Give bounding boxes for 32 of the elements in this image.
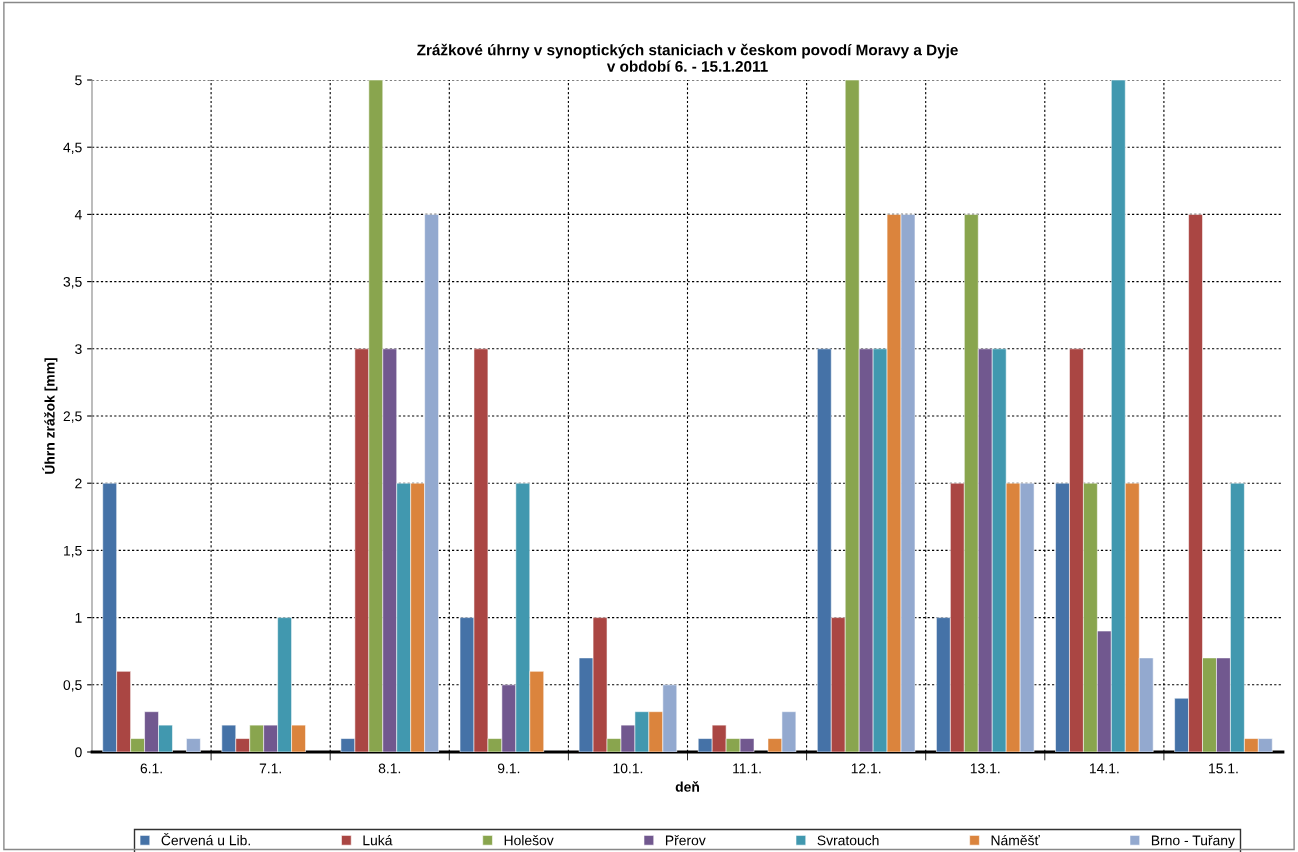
y-tick-label: 5 (75, 75, 82, 86)
x-tick-label: 8.1. (378, 763, 401, 774)
y-tick-label: 4,5 (63, 142, 82, 155)
legend-label: Holešov (504, 835, 554, 846)
x-tick-label: 14.1. (1089, 763, 1119, 774)
legend-label: Brno - Tuřany (1151, 835, 1235, 849)
x-tick-label: 10.1. (613, 763, 643, 774)
y-tick-label: 3 (75, 344, 82, 354)
y-tick-label: 1,5 (64, 545, 82, 558)
y-tick-label: 2,5 (63, 411, 82, 423)
y-tick-label: 3,5 (63, 276, 82, 289)
legend-label: Svratouch (817, 835, 879, 846)
x-tick-label: 7.1. (259, 763, 281, 774)
legend-label: Přerov (665, 835, 706, 846)
x-tick-label: 9.1. (497, 763, 520, 774)
bar (186, 738, 201, 752)
legend-label: Červená u Lib. (161, 833, 250, 846)
x-tick-label: 15.1. (1209, 763, 1238, 774)
legend-label: Náměšť (991, 834, 1040, 846)
y-axis-title: Úhrn zrážok [mm] (42, 358, 58, 474)
chart-title: Zrážkové úhrny v synoptických staniciach v českom povodí Moravy a Dyje v období 6. - 15.1.2011 (417, 43, 958, 72)
x-axis-title: deň (675, 781, 699, 792)
x-tick-label: 11.1. (733, 763, 761, 774)
y-tick-label: 0,5 (63, 680, 82, 692)
legend-label: Luká (363, 834, 393, 846)
y-tick-label: 2 (75, 478, 82, 489)
y-tick-label: 0 (75, 747, 82, 758)
x-tick-label: 6.1. (140, 763, 162, 774)
y-tick-label: 1 (75, 613, 82, 623)
x-tick-label: 12.1. (851, 763, 881, 774)
x-tick-label: 13.1. (970, 763, 1000, 774)
y-tick-label: 4 (74, 209, 82, 220)
